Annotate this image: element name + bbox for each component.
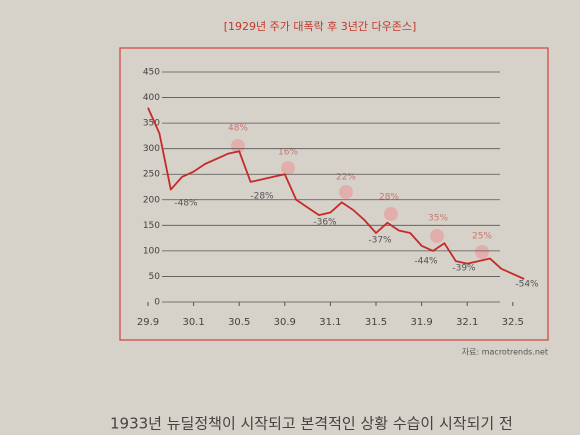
body-text: 1933년 뉴딜정책이 시작되고 본격적인 상황 수습이 시작되기 전: [110, 415, 513, 433]
annotation: -37%: [368, 236, 392, 246]
x-tick-label: 29.9: [137, 317, 159, 328]
annotation: -54%: [515, 280, 539, 290]
y-tick-label: 450: [143, 68, 160, 78]
annotation: 35%: [428, 214, 448, 224]
x-tick-label: 31.5: [365, 317, 387, 328]
x-tick-label: 32.1: [456, 317, 478, 328]
peak-dot: [231, 139, 245, 153]
y-tick-label: 0: [154, 298, 160, 308]
y-tick-label: 50: [149, 272, 161, 282]
chart-title: [1929년 주가 대폭락 후 3년간 다우존스]: [224, 20, 417, 33]
annotation: 48%: [228, 124, 248, 134]
y-tick-label: 100: [143, 246, 160, 256]
peak-dot: [475, 245, 489, 259]
annotation: -48%: [174, 199, 198, 209]
x-tick-label: 30.5: [228, 317, 250, 328]
source: 자료: macrotrends.net: [462, 348, 548, 357]
x-tick-label: 31.9: [410, 317, 432, 328]
peak-dot: [430, 229, 444, 243]
peak-dot: [281, 161, 295, 175]
highlights: [231, 139, 489, 259]
y-tick-label: 300: [143, 144, 160, 154]
annotation: -28%: [250, 192, 274, 202]
peak-dot: [339, 185, 353, 199]
x-tick-label: 31.1: [319, 317, 341, 328]
line: [147, 107, 525, 280]
x-tick-label: 32.5: [502, 317, 524, 328]
y-tick-label: 250: [143, 170, 160, 180]
annotation: -44%: [414, 257, 438, 267]
chart-frame: [119, 47, 549, 341]
annotation: 28%: [379, 193, 399, 203]
annotation: 25%: [472, 232, 492, 242]
y-tick-label: 350: [143, 119, 160, 129]
y-tick-label: 150: [143, 221, 160, 231]
x-tick-label: 30.1: [182, 317, 204, 328]
annotation: -39%: [452, 264, 476, 274]
peak-dot: [384, 207, 398, 221]
annotation: -36%: [313, 218, 337, 228]
y-tick-label: 400: [143, 93, 160, 103]
annotation: 16%: [278, 148, 298, 158]
y-tick-label: 200: [143, 195, 160, 205]
annotation: 22%: [336, 173, 356, 183]
x-tick-label: 30.9: [274, 317, 296, 328]
